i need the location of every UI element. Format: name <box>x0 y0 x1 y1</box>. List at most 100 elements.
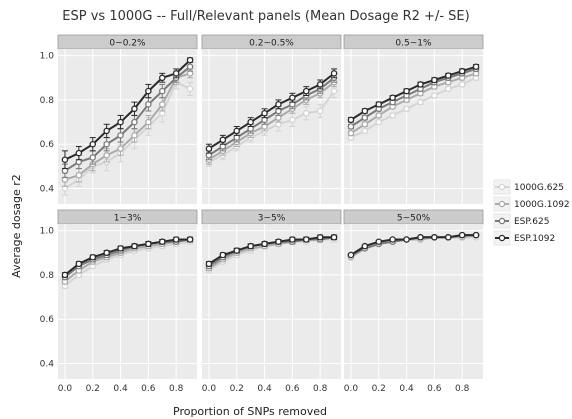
data-point <box>472 63 480 70</box>
data-point <box>75 149 83 157</box>
y-tick-label: 1.0 <box>40 52 55 62</box>
series-esp-1092 <box>205 68 338 154</box>
data-point <box>75 171 83 179</box>
legend-key-point <box>498 217 506 225</box>
facet-panel: 5~50% 0.0 0.2 0.4 0.6 0.8 <box>343 209 484 394</box>
legend-item: ESP.625 <box>493 213 549 229</box>
data-point <box>375 238 382 245</box>
facet-panel: 0.2~0.5% <box>201 34 342 204</box>
data-point <box>131 105 138 113</box>
data-point <box>89 140 97 148</box>
plot-background <box>202 224 341 379</box>
data-point <box>205 260 213 268</box>
y-tick-label: 0.8 <box>40 96 55 106</box>
data-point <box>302 236 310 243</box>
data-point <box>417 81 424 88</box>
series-esp-1092 <box>205 234 338 268</box>
x-tick-label: 0.6 <box>141 384 156 394</box>
series-line <box>64 80 191 190</box>
data-point <box>158 87 166 95</box>
x-tick-label: 0.4 <box>257 384 272 394</box>
data-point <box>361 242 369 250</box>
data-point <box>247 242 254 250</box>
data-point <box>219 251 227 259</box>
data-point <box>330 70 338 77</box>
y-axis-label: Average dosage r2 <box>10 174 23 278</box>
data-point <box>375 118 382 126</box>
series-line <box>208 81 335 161</box>
legend-item: 1000G.1092 <box>493 196 570 212</box>
data-point <box>389 236 396 243</box>
data-point <box>117 132 124 139</box>
legend-item: ESP.1092 <box>493 230 555 246</box>
data-point <box>403 87 410 95</box>
facet-panel: 1~3% 0.4 0.6 0.8 1.0 0.0 0.2 0.4 0.6 0.8 <box>40 209 198 394</box>
data-point <box>158 74 166 82</box>
y-tick-label: 0.8 <box>40 271 55 281</box>
data-point <box>330 234 338 241</box>
facet-strip-label: 0.5~1% <box>395 39 432 49</box>
data-point <box>61 271 69 279</box>
series-line <box>350 234 477 256</box>
data-point <box>158 101 166 108</box>
data-point <box>103 249 110 257</box>
data-point <box>289 94 296 101</box>
data-point <box>89 154 97 161</box>
data-point <box>316 107 324 115</box>
series-line <box>350 76 477 139</box>
legend-label: ESP.625 <box>514 217 549 227</box>
data-point <box>145 118 152 126</box>
series-line <box>64 240 191 287</box>
facet-strip-label: 0~0.2% <box>109 39 146 49</box>
facet-panel: 0.5~1% <box>343 34 484 204</box>
data-point <box>131 242 138 250</box>
series-esp-1092 <box>61 236 194 279</box>
data-point <box>89 253 97 261</box>
data-point <box>347 129 355 137</box>
x-tick-label: 0.8 <box>169 384 184 394</box>
x-axis-label: Proportion of SNPs removed <box>173 405 327 418</box>
data-point <box>347 116 355 124</box>
data-point <box>458 81 466 88</box>
x-tick-label: 0.6 <box>427 384 442 394</box>
series-1000g-625 <box>347 74 480 141</box>
data-point <box>347 251 355 259</box>
legend-key-point <box>498 200 506 208</box>
x-tick-label: 0.2 <box>86 384 100 394</box>
y-tick-label: 0.6 <box>40 315 55 325</box>
series-line <box>64 72 191 181</box>
data-point <box>117 118 124 126</box>
data-point <box>316 234 324 241</box>
data-point <box>444 234 452 241</box>
y-tick-label: 0.4 <box>40 185 55 195</box>
data-point <box>444 72 452 79</box>
x-tick-label: 0.0 <box>344 384 359 394</box>
series-1000g-1092 <box>347 70 480 137</box>
data-point <box>431 234 438 241</box>
data-point <box>375 112 382 119</box>
data-point <box>289 236 296 243</box>
facet-strip-label: 3~5% <box>258 214 286 224</box>
facet-strip-label: 5~50% <box>397 214 431 224</box>
facet-panel: 3~5% 0.0 0.2 0.4 0.6 0.8 <box>201 209 342 394</box>
x-tick-label: 0.8 <box>313 384 328 394</box>
series-line <box>64 238 191 276</box>
data-point <box>361 114 369 121</box>
data-point <box>302 87 310 95</box>
data-point <box>172 70 180 77</box>
data-point <box>145 87 152 95</box>
data-point <box>361 121 369 128</box>
data-point <box>347 123 355 130</box>
data-point <box>186 236 194 243</box>
data-point <box>361 107 369 115</box>
x-tick-label: 0.0 <box>202 384 217 394</box>
data-point <box>219 136 227 144</box>
data-point <box>389 94 396 101</box>
series-line <box>208 72 335 150</box>
facet-strip-label: 0.2~0.5% <box>249 39 294 49</box>
data-point <box>186 63 194 70</box>
data-point <box>103 140 110 148</box>
x-tick-label: 0.6 <box>285 384 300 394</box>
legend: 1000G.625 1000G.1092 ESP.625 ESP.1092 <box>493 179 570 246</box>
